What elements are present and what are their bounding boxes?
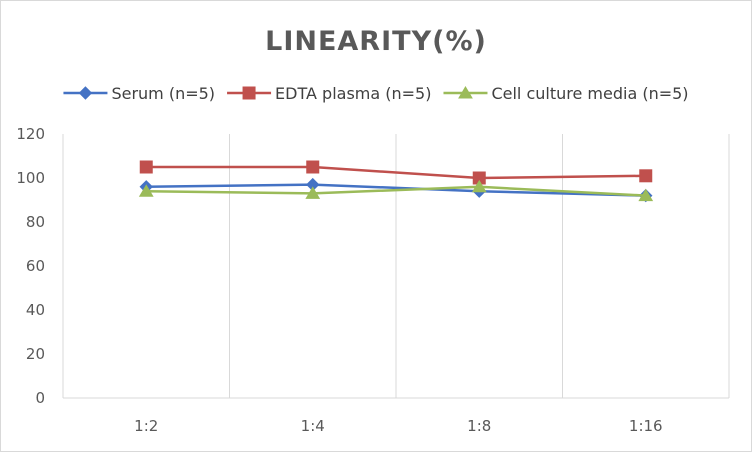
y-tick-label: 20 bbox=[26, 345, 45, 363]
x-tick-label: 1:8 bbox=[467, 417, 491, 435]
legend-label: Serum (n=5) bbox=[111, 84, 215, 103]
x-tick-label: 1:4 bbox=[301, 417, 325, 435]
y-tick-label: 80 bbox=[26, 213, 45, 231]
series-layer bbox=[138, 160, 654, 203]
legend-label: EDTA plasma (n=5) bbox=[275, 84, 431, 103]
data-point bbox=[139, 160, 153, 174]
series bbox=[139, 160, 653, 185]
grid-lines bbox=[62, 134, 730, 399]
chart-title: LINEARITY(%) bbox=[265, 26, 487, 57]
legend-marker bbox=[78, 86, 93, 100]
data-point bbox=[306, 160, 320, 174]
legend: Serum (n=5) EDTA plasma (n=5) Cell culture… bbox=[63, 84, 689, 103]
data-point bbox=[471, 179, 487, 193]
legend-item: Serum (n=5) bbox=[63, 84, 215, 103]
data-point bbox=[639, 169, 653, 183]
y-tick-label: 120 bbox=[16, 125, 45, 143]
x-axis-ticks: 1:2 1:4 1:8 1:16 bbox=[134, 417, 662, 435]
legend-label: Cell culture media (n=5) bbox=[491, 84, 688, 103]
y-tick-label: 0 bbox=[35, 389, 45, 407]
series bbox=[138, 179, 654, 202]
x-tick-label: 1:2 bbox=[134, 417, 158, 435]
series-line bbox=[146, 183, 646, 197]
data-point bbox=[638, 188, 654, 202]
data-point bbox=[305, 186, 321, 199]
legend-item: Cell culture media (n=5) bbox=[443, 84, 689, 103]
data-point bbox=[138, 184, 154, 197]
legend-item: EDTA plasma (n=5) bbox=[227, 84, 431, 103]
series-line bbox=[146, 185, 646, 197]
y-tick-label: 100 bbox=[16, 169, 45, 187]
y-axis-ticks: 0 20 40 60 80 100 120 bbox=[16, 125, 45, 407]
y-tick-label: 40 bbox=[26, 301, 45, 319]
y-tick-label: 60 bbox=[26, 257, 45, 275]
x-tick-label: 1:16 bbox=[629, 417, 663, 435]
legend-marker bbox=[242, 86, 256, 100]
series-line bbox=[146, 165, 646, 180]
legend-marker bbox=[458, 86, 473, 99]
